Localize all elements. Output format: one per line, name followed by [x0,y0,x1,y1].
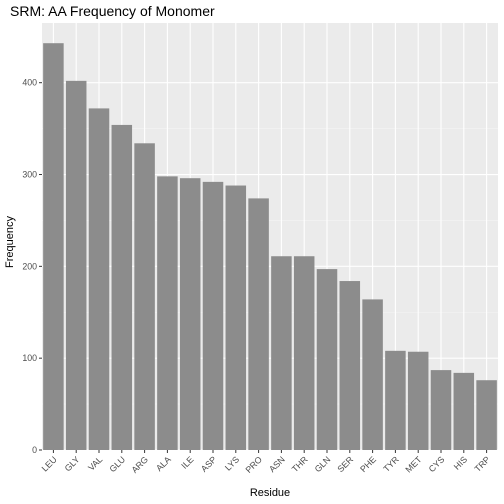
x-tick-label: ASN [267,454,287,474]
x-axis-title: Residue [250,487,290,499]
chart-title: SRM: AA Frequency of Monomer [10,3,215,19]
x-tick-label: GLY [63,454,82,473]
bar-glu [111,124,133,451]
x-tick-label: PRO [243,454,264,475]
x-tick-label: ILE [179,454,196,471]
x-tick-label: PHE [358,454,378,474]
x-tick-label: TYR [381,454,401,474]
bar-phe [362,299,383,450]
y-tick-label: 0 [32,445,37,455]
x-tick-label: CYS [427,454,447,474]
bar-gly [65,80,87,450]
bars [43,43,497,451]
bar-leu [43,43,64,451]
bar-val [88,108,110,451]
y-tick-label: 100 [22,353,37,363]
y-tick-label: 200 [22,261,37,271]
x-tick-label: HIS [452,454,470,472]
bar-thr [293,256,315,450]
y-axis: 0 100 200 300 400 [22,78,42,455]
x-tick-label: LYS [223,454,241,472]
x-tick-label: ASP [199,454,219,474]
bar-arg [134,143,155,450]
bar-gln [316,269,338,450]
bar-asp [202,181,224,450]
bar-his [453,372,475,450]
bar-asn [271,256,292,450]
bar-tyr [385,350,406,450]
x-tick-label: GLU [107,454,127,474]
bar-ser [339,281,361,450]
x-tick-label: MET [403,454,424,475]
bar-trp [476,380,497,450]
x-tick-label: VAL [86,454,104,472]
plot-panel [42,23,498,450]
x-tick-label: SER [335,454,355,474]
x-tick-label: ARG [129,454,150,475]
bar-pro [248,198,269,450]
y-tick-label: 400 [22,78,37,88]
x-tick-label: ALA [154,454,173,473]
bar-ile [179,178,201,450]
bar-lys [225,185,247,451]
y-axis-title: Frequency [4,216,16,268]
x-tick-label: GLN [313,454,333,474]
bar-cys [430,370,452,450]
x-tick-label: TRP [472,454,492,474]
bar-ala [157,176,178,450]
x-tick-label: THR [290,454,310,474]
y-tick-label: 300 [22,170,37,180]
bar-met [407,351,429,450]
x-axis: LEU GLY VAL GLU ARG ALA ILE ASP LYS PRO ASN THR GLN S… [40,450,492,475]
x-tick-label: LEU [40,454,59,473]
